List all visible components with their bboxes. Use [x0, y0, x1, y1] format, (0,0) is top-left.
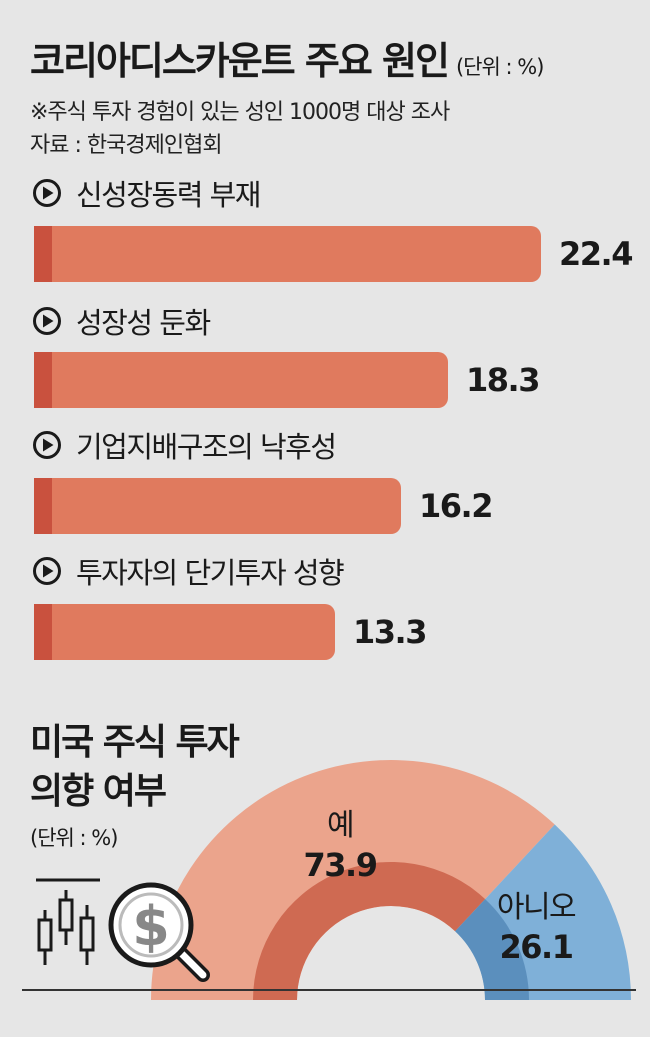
bar-value-label: 22.4 — [559, 235, 633, 273]
bar — [34, 352, 448, 408]
play-circle-icon — [33, 431, 61, 459]
play-circle-icon — [33, 179, 61, 207]
candlestick-icon — [36, 878, 100, 965]
baseline-rule — [22, 989, 636, 991]
bar — [34, 226, 541, 282]
svg-text:$: $ — [132, 895, 170, 958]
play-circle-icon — [33, 557, 61, 585]
bar-value-label: 13.3 — [353, 613, 427, 651]
bar-category-label: 기업지배구조의 낙후성 — [32, 424, 337, 466]
pie-value-label: 73.9 — [303, 846, 378, 884]
bar-category-text: 투자자의 단기투자 성향 — [76, 556, 345, 590]
bar-category-label: 성장성 둔화 — [32, 300, 211, 342]
bar — [34, 604, 335, 660]
section2-title-line2: 의향 여부 — [30, 771, 167, 812]
bar-category-label: 신성장동력 부재 — [32, 172, 261, 214]
pie-value-label: 26.1 — [499, 928, 574, 966]
bar-category-label: 투자자의 단기투자 성향 — [32, 550, 345, 592]
bar-category-text: 기업지배구조의 낙후성 — [76, 430, 337, 464]
chart-unit: (단위 : %) — [455, 55, 544, 79]
section2-title: 미국 주식 투자 의향 여부 — [30, 718, 240, 816]
bar-category-text: 신성장동력 부재 — [76, 178, 261, 212]
play-circle-icon — [33, 307, 61, 335]
section2-title-line1: 미국 주식 투자 — [30, 722, 240, 763]
pie-category-label: 예 — [326, 808, 355, 843]
bar-value-label: 16.2 — [419, 487, 493, 525]
pie-slice-yes-inner-band — [253, 862, 486, 1000]
section2-unit: (단위 : %) — [30, 826, 118, 850]
bar-category-text: 성장성 둔화 — [76, 306, 211, 340]
bar-value-label: 18.3 — [466, 361, 540, 399]
magnifier-dollar-icon: $ — [108, 882, 210, 982]
chart-title: 코리아디스카운트 주요 원인 (단위 : %) — [30, 30, 544, 85]
survey-note: ※주식 투자 경험이 있는 성인 1000명 대상 조사 — [30, 100, 450, 125]
pie-slice-no-inner-band — [455, 899, 529, 1000]
source-credit: 자료 : 한국경제인협회 — [30, 133, 223, 158]
chart-title-text: 코리아디스카운트 주요 원인 — [30, 39, 450, 83]
bar — [34, 478, 401, 534]
pie-category-label: 아니오 — [496, 890, 577, 925]
